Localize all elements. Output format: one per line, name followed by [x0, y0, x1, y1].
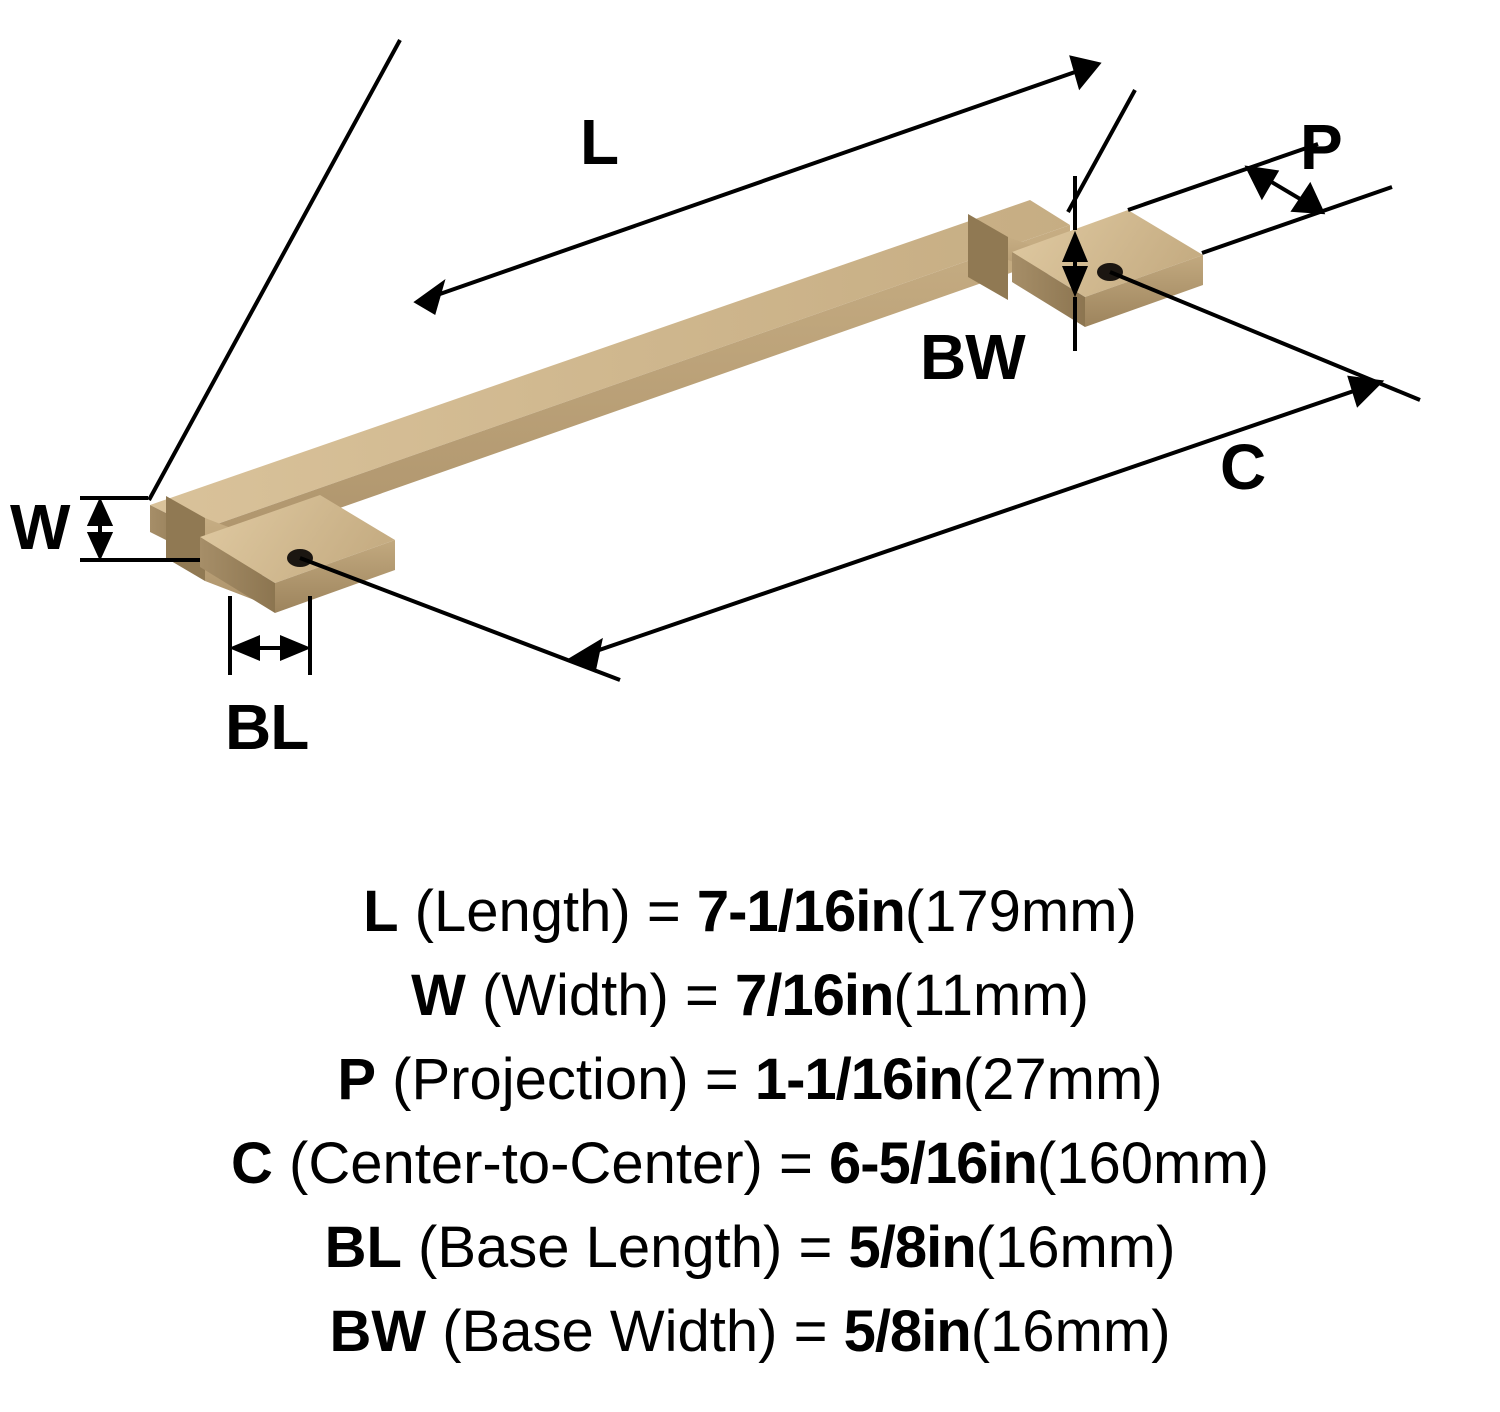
page: L P BW C W BL L (Length) = 7-1/16in(179m…: [0, 0, 1500, 1412]
spec-mm: (16mm): [976, 1215, 1176, 1280]
spec-value: 5/8in: [848, 1215, 975, 1280]
label-width: W: [10, 490, 69, 564]
spec-abbr: P: [337, 1047, 376, 1112]
spec-line-base-length: BL (Base Length) = 5/8in(16mm): [50, 1206, 1450, 1290]
spec-value: 7/16in: [735, 963, 893, 1028]
spec-value: 6-5/16in: [829, 1131, 1037, 1196]
spec-value: 1-1/16in: [755, 1047, 963, 1112]
spec-name: (Projection): [376, 1047, 705, 1112]
label-base-length: BL: [225, 690, 308, 764]
spec-line-center: C (Center-to-Center) = 6-5/16in(160mm): [50, 1122, 1450, 1206]
spec-eq: =: [779, 1131, 829, 1196]
spec-eq: =: [705, 1047, 755, 1112]
spec-line-length: L (Length) = 7-1/16in(179mm): [50, 870, 1450, 954]
spec-eq: =: [798, 1215, 848, 1280]
spec-eq: =: [794, 1299, 844, 1364]
spec-abbr: BL: [325, 1215, 402, 1280]
label-base-width: BW: [920, 320, 1025, 394]
spec-name: (Width): [466, 963, 685, 1028]
spec-mm: (11mm): [893, 963, 1088, 1028]
spec-name: (Base Length): [402, 1215, 799, 1280]
spec-name: (Length): [399, 879, 647, 944]
spec-line-projection: P (Projection) = 1-1/16in(27mm): [50, 1038, 1450, 1122]
dimension-diagram: [0, 0, 1500, 800]
spec-mm: (27mm): [963, 1047, 1163, 1112]
spec-eq: =: [647, 879, 697, 944]
spec-mm: (16mm): [971, 1299, 1171, 1364]
specs-block: L (Length) = 7-1/16in(179mm) W (Width) =…: [50, 870, 1450, 1375]
spec-line-base-width: BW (Base Width) = 5/8in(16mm): [50, 1290, 1450, 1374]
spec-abbr: BW: [329, 1299, 426, 1364]
spec-eq: =: [685, 963, 735, 1028]
label-center-to-center: C: [1220, 430, 1265, 504]
spec-name: (Base Width): [426, 1299, 793, 1364]
spec-abbr: C: [231, 1131, 273, 1196]
spec-value: 5/8in: [844, 1299, 971, 1364]
spec-mm: (160mm): [1037, 1131, 1269, 1196]
spec-abbr: L: [363, 879, 398, 944]
label-projection: P: [1300, 110, 1342, 184]
label-length: L: [580, 105, 618, 179]
spec-abbr: W: [411, 963, 466, 1028]
spec-mm: (179mm): [905, 879, 1137, 944]
spec-line-width: W (Width) = 7/16in(11mm): [50, 954, 1450, 1038]
spec-value: 7-1/16in: [697, 879, 905, 944]
spec-name: (Center-to-Center): [273, 1131, 779, 1196]
